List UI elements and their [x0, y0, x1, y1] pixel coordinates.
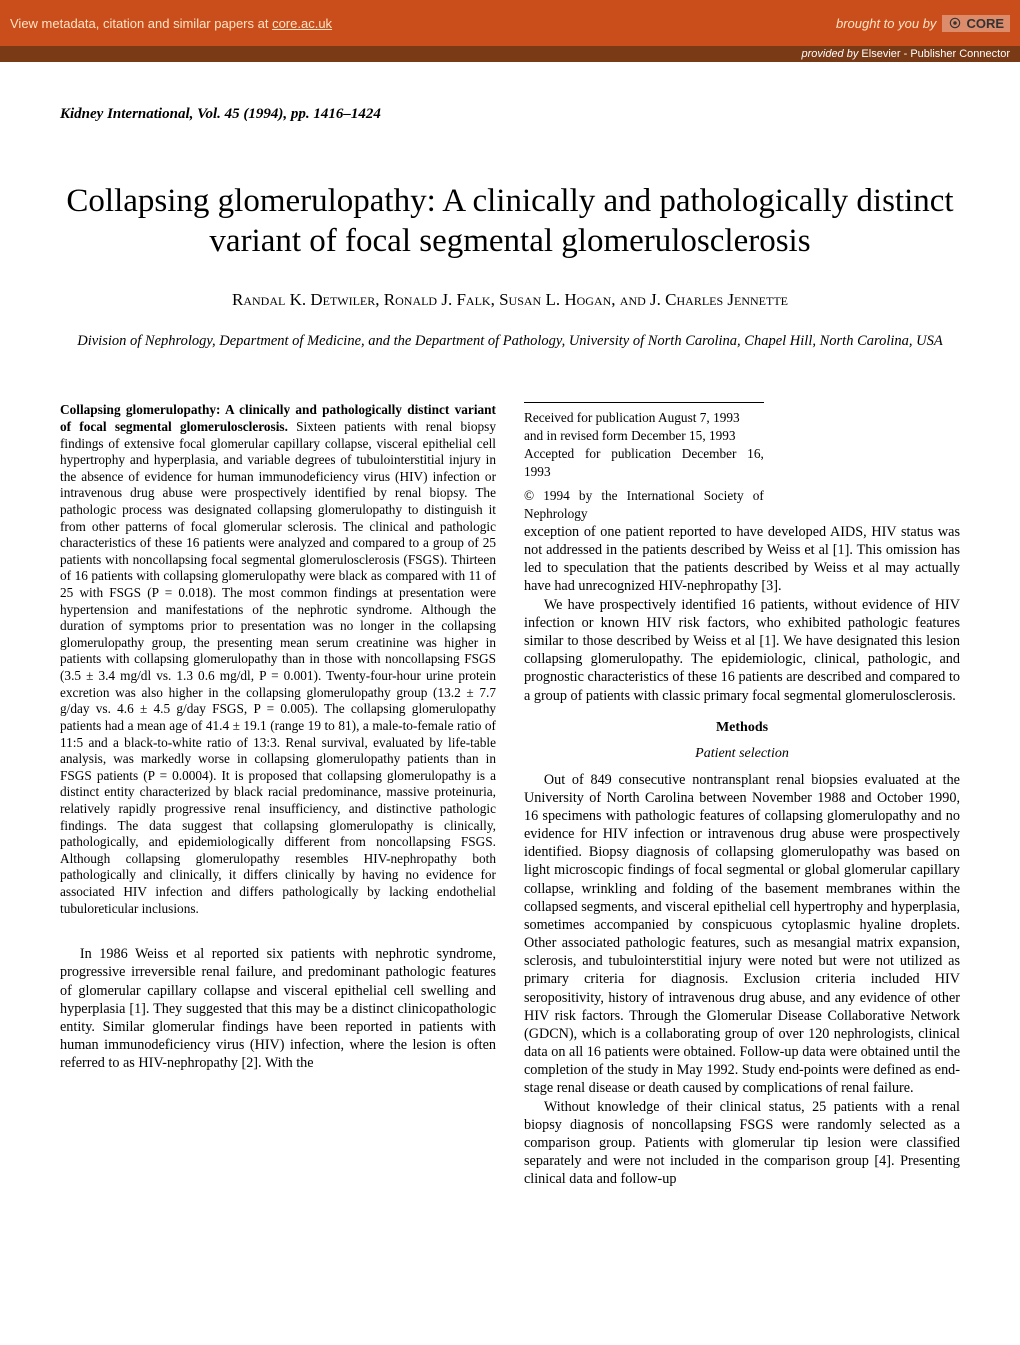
copyright: © 1994 by the International Society of N… [524, 487, 764, 523]
methods-paragraph-1: Out of 849 consecutive nontransplant ren… [524, 771, 960, 1098]
provided-prefix: provided by [801, 48, 861, 60]
two-column-body: Collapsing glomerulopathy: A clinically … [60, 402, 960, 1188]
revised-date: and in revised form December 15, 1993 [524, 427, 764, 445]
abstract-body: Sixteen patients with renal biopsy findi… [60, 419, 496, 916]
core-banner: View metadata, citation and similar pape… [0, 0, 1020, 46]
methods-heading: Methods [524, 719, 960, 737]
banner-right: brought to you by CORE [836, 15, 1010, 32]
intro-paragraph-1: In 1986 Weiss et al reported six patient… [60, 945, 496, 1072]
received-date: Received for publication August 7, 1993 [524, 409, 764, 427]
accepted-date: Accepted for publication December 16, 19… [524, 445, 764, 481]
authors: Randal K. Detwiler, Ronald J. Falk, Susa… [60, 290, 960, 310]
provider-name[interactable]: Elsevier - Publisher Connector [861, 48, 1010, 60]
metadata-prefix: View metadata, citation and similar pape… [10, 16, 272, 31]
banner-left: View metadata, citation and similar pape… [10, 16, 332, 31]
core-logo[interactable]: CORE [942, 15, 1010, 32]
abstract: Collapsing glomerulopathy: A clinically … [60, 402, 496, 917]
core-icon [948, 16, 962, 30]
provided-bar: provided by Elsevier - Publisher Connect… [0, 46, 1020, 62]
core-link[interactable]: core.ac.uk [272, 16, 332, 31]
page-content: Kidney International, Vol. 45 (1994), pp… [0, 62, 1020, 1228]
brought-by: brought to you by [836, 16, 936, 31]
patient-selection-heading: Patient selection [524, 745, 960, 763]
col2-paragraph-2: We have prospectively identified 16 pati… [524, 596, 960, 705]
core-label: CORE [966, 16, 1004, 31]
affiliation: Division of Nephrology, Department of Me… [60, 332, 960, 351]
footnotes: Received for publication August 7, 1993 … [524, 402, 764, 523]
paper-title: Collapsing glomerulopathy: A clinically … [60, 181, 960, 262]
methods-paragraph-2: Without knowledge of their clinical stat… [524, 1098, 960, 1189]
footnotes-block: Received for publication August 7, 1993 … [524, 402, 960, 523]
journal-reference: Kidney International, Vol. 45 (1994), pp… [60, 106, 960, 123]
col2-paragraph-1: exception of one patient reported to hav… [524, 523, 960, 596]
